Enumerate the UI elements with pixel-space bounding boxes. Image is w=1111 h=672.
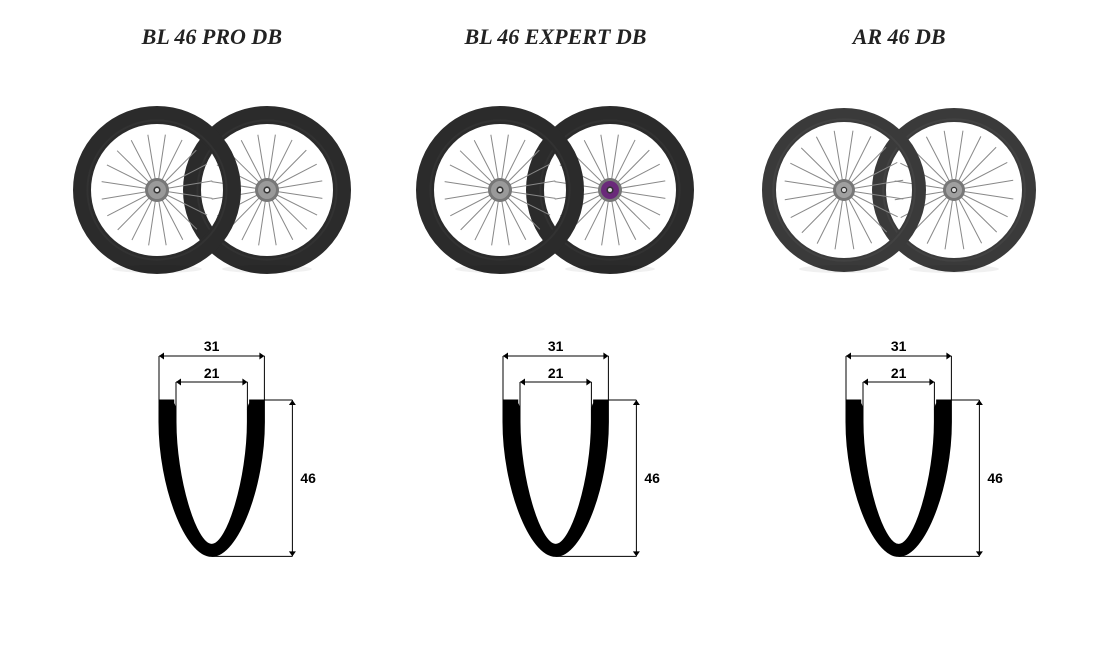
product-title: BL 46 EXPERT DB (465, 24, 647, 50)
svg-text:21: 21 (548, 365, 564, 381)
wheel-pair (727, 90, 1071, 300)
wheel-pair (384, 90, 728, 300)
svg-text:21: 21 (204, 365, 220, 381)
product-title: BL 46 PRO DB (142, 24, 282, 50)
wheel-pair (40, 90, 384, 300)
svg-text:31: 31 (548, 340, 564, 354)
rim-profile-diagram: 31 21 46 (40, 340, 384, 652)
svg-text:31: 31 (204, 340, 220, 354)
svg-text:31: 31 (891, 340, 907, 354)
svg-text:46: 46 (644, 470, 660, 486)
svg-text:46: 46 (301, 470, 317, 486)
svg-text:46: 46 (988, 470, 1004, 486)
svg-text:21: 21 (891, 365, 907, 381)
rim-profile-diagram: 31 21 46 (384, 340, 728, 652)
product-title: AR 46 DB (853, 24, 946, 50)
rim-profile-diagram: 31 21 46 (727, 340, 1071, 652)
